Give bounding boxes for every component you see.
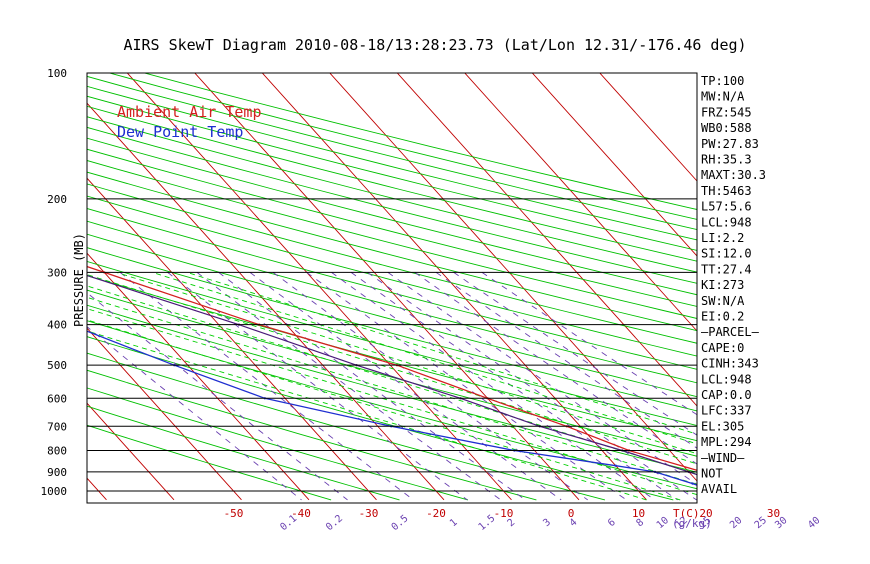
moist-adiabat-line <box>187 272 870 500</box>
index-label: LCL:948 <box>701 372 752 386</box>
isotherm-line <box>448 54 849 500</box>
mixing-ratio-tick-label: 10 <box>655 515 671 531</box>
index-label: LI:2.2 <box>701 231 744 245</box>
index-label: L57:5.6 <box>701 200 752 214</box>
pressure-tick-label: 100 <box>47 67 67 80</box>
index-label: TP:100 <box>701 74 744 88</box>
index-label: NOT <box>701 467 723 481</box>
index-label: PW:27.83 <box>701 137 759 151</box>
mixing-ratio-tick-label: 3 <box>541 517 553 529</box>
isotherm-line <box>313 54 714 500</box>
mixing-ratio-tick-label: 0.2 <box>324 513 345 533</box>
pressure-tick-label: 600 <box>47 392 67 405</box>
index-label: EL:305 <box>701 419 744 433</box>
mixing-ratio-tick-label: 2 <box>506 517 518 529</box>
index-label: SI:12.0 <box>701 247 752 261</box>
temperature-line <box>0 73 747 491</box>
moist-adiabat-line <box>0 272 646 500</box>
index-label: MW:N/A <box>701 90 745 104</box>
dew-point-line-point <box>691 482 693 484</box>
index-label: —PARCEL— <box>701 325 760 339</box>
bottom-temp-tick-label: -20 <box>426 507 446 520</box>
legend-temp: Ambient Air Temp <box>117 103 262 121</box>
isotherm-line <box>245 54 646 500</box>
pressure-tick-label: 900 <box>47 466 67 479</box>
moist-adiabat-line <box>152 272 870 500</box>
index-label: FRZ:545 <box>701 105 752 119</box>
pressure-tick-label: 500 <box>47 359 67 372</box>
legend-dew: Dew Point Temp <box>117 123 243 141</box>
index-label: TT:27.4 <box>701 262 752 276</box>
index-label: SW:N/A <box>701 294 745 308</box>
mixing-ratio-tick-label: 40 <box>806 515 822 531</box>
parcel-line-point <box>745 490 747 492</box>
pressure-tick-label: 1000 <box>41 485 68 498</box>
pressure-tick-label: 300 <box>47 266 67 279</box>
index-label: RH:35.3 <box>701 153 752 167</box>
mixing-ratio-tick-label: 0.5 <box>390 513 411 533</box>
temperature-line-point <box>745 490 747 492</box>
bottom-temp-tick-label: -30 <box>359 507 379 520</box>
index-label: TH:5463 <box>701 184 752 198</box>
isotherm-line <box>0 54 39 500</box>
mixing-ratio-line <box>120 272 413 500</box>
dew-point-line-point <box>615 465 617 467</box>
mixing-ratio-line <box>219 272 526 500</box>
index-label: CAPE:0 <box>701 341 744 355</box>
series-layer <box>0 72 748 492</box>
bottom-temp-tick-label: -50 <box>224 507 244 520</box>
index-label: MAXT:30.3 <box>701 168 766 182</box>
mixing-ratio-tick-label: 1 <box>448 517 460 529</box>
pressure-tick-label: 400 <box>47 319 67 332</box>
index-label: LCL:948 <box>701 215 752 229</box>
index-label: LFC:337 <box>701 404 752 418</box>
moist-adiabat-line <box>0 272 680 500</box>
index-label: AVAIL <box>701 482 737 496</box>
y-axis-label: PRESSURE (MB) <box>72 233 86 327</box>
parcel-line <box>0 73 747 491</box>
pressure-tick-label: 800 <box>47 444 67 457</box>
index-label: CINH:343 <box>701 357 759 371</box>
isotherm-line <box>515 54 870 500</box>
chart-title: AIRS SkewT Diagram 2010-08-18/13:28:23.7… <box>123 36 746 54</box>
index-label: —WIND— <box>701 451 745 465</box>
pressure-tick-label: 700 <box>47 420 67 433</box>
mixing-ratio-tick-label: 20 <box>728 515 744 531</box>
mixing-ratio-tick-label: 6 <box>606 517 618 529</box>
mixing-ratio-line <box>307 272 627 500</box>
index-label: CAP:0.0 <box>701 388 752 402</box>
mixing-ratio-tick-label: 4 <box>568 517 580 529</box>
index-label: EI:0.2 <box>701 310 744 324</box>
index-label: WB0:588 <box>701 121 752 135</box>
index-label: MPL:294 <box>701 435 752 449</box>
temperature-line-point <box>6 238 8 240</box>
mixing-ratio-unit-label: (g/kg) <box>672 517 712 530</box>
pressure-tick-label: 200 <box>47 193 67 206</box>
index-label: KI:273 <box>701 278 744 292</box>
moist-adiabat-line <box>7 272 748 500</box>
